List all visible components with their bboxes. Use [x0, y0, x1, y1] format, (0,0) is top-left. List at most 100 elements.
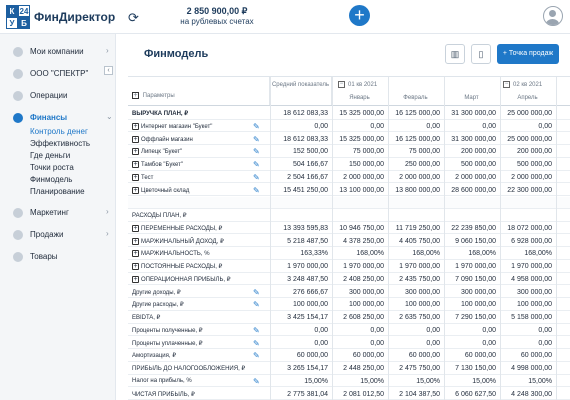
value-cell[interactable]: 0,00	[482, 326, 496, 334]
expand-row-icon[interactable]: +	[132, 135, 139, 143]
value-cell[interactable]: 0,00	[370, 326, 384, 334]
edit-pencil-icon[interactable]: ✎	[253, 338, 260, 348]
value-cell[interactable]: 6 060 627,50	[455, 390, 496, 398]
chart-view-button[interactable]: ▥	[445, 44, 465, 64]
expand-row-icon[interactable]: +	[132, 173, 139, 181]
edit-pencil-icon[interactable]: ✎	[253, 287, 260, 297]
value-cell[interactable]: 4 405 750,00	[399, 237, 440, 245]
q1-group-header[interactable]: −01 кв 2021	[338, 81, 377, 91]
value-cell[interactable]: 2 081 012,50	[343, 390, 384, 398]
value-cell[interactable]: 22 239 850,00	[451, 224, 496, 232]
value-cell[interactable]: 500 000,00	[460, 161, 496, 168]
value-cell[interactable]: 1 970 000,00	[455, 263, 496, 270]
value-cell[interactable]: 31 300 000,00	[451, 110, 496, 117]
value-cell[interactable]: 150 000,00	[348, 161, 384, 168]
value-cell[interactable]: 60 000,00	[352, 352, 384, 360]
value-cell[interactable]: 25 000 000,00	[507, 135, 552, 143]
value-cell[interactable]: 1 970 000,00	[511, 263, 552, 270]
value-cell[interactable]: 0,00	[370, 122, 384, 130]
value-cell[interactable]: 60 000,00	[408, 352, 440, 360]
value-cell[interactable]: 4 248 300,00	[511, 390, 552, 398]
edit-pencil-icon[interactable]: ✎	[253, 121, 260, 131]
q2-group-header[interactable]: −02 кв 2021	[503, 81, 542, 91]
edit-pencil-icon[interactable]: ✎	[253, 134, 260, 144]
edit-pencil-icon[interactable]: ✎	[253, 351, 260, 361]
value-cell[interactable]: 4 378 250,00	[343, 237, 384, 245]
value-cell[interactable]: 2 435 750,00	[399, 275, 440, 283]
value-cell[interactable]: 7 130 150,00	[455, 365, 496, 372]
value-cell[interactable]: 31 300 000,00	[451, 135, 496, 143]
expand-row-icon[interactable]: +	[132, 237, 139, 245]
value-cell[interactable]: 15,00%	[416, 377, 440, 385]
value-cell[interactable]: 25 000 000,00	[507, 110, 552, 117]
value-cell[interactable]: 2 608 250,00	[343, 314, 384, 321]
value-cell[interactable]: 2 000 000,00	[399, 173, 440, 181]
value-cell[interactable]: 2 000 000,00	[511, 173, 552, 181]
value-cell[interactable]: 1 970 000,00	[343, 263, 384, 270]
value-cell[interactable]: 2 000 000,00	[343, 173, 384, 181]
value-cell[interactable]: 4 998 000,00	[511, 365, 552, 372]
value-cell[interactable]: 0,00	[426, 339, 440, 347]
value-cell[interactable]: 0,00	[426, 122, 440, 130]
value-cell[interactable]: 2 408 250,00	[343, 275, 384, 283]
edit-pencil-icon[interactable]: ✎	[253, 185, 260, 195]
sidebar-subitem-money-control[interactable]: Контроль денег	[30, 127, 88, 136]
value-cell[interactable]: 200 000,00	[516, 148, 552, 156]
edit-pencil-icon[interactable]: ✎	[253, 376, 260, 386]
value-cell[interactable]: 13 100 000,00	[339, 186, 384, 194]
expand-row-icon[interactable]: +	[132, 148, 139, 156]
value-cell[interactable]: 75 000,00	[352, 148, 384, 156]
sidebar-subitem-planning[interactable]: Планирование	[30, 187, 85, 196]
value-cell[interactable]: 0,00	[482, 339, 496, 347]
value-cell[interactable]: 100 000,00	[348, 301, 384, 309]
value-cell[interactable]: 11 719 250,00	[395, 224, 440, 232]
expand-row-icon[interactable]: +	[132, 275, 139, 283]
value-cell[interactable]: 2 475 750,00	[399, 365, 440, 372]
value-cell[interactable]: 75 000,00	[408, 148, 440, 156]
value-cell[interactable]: 9 060 150,00	[455, 237, 496, 245]
edit-pencil-icon[interactable]: ✎	[253, 325, 260, 335]
sidebar-item-marketing[interactable]: Маркетинг ›	[0, 206, 116, 220]
value-cell[interactable]: 15 325 000,00	[339, 110, 384, 117]
value-cell[interactable]: 1 970 000,00	[399, 263, 440, 270]
sidebar-subitem-efficiency[interactable]: Эффективность	[30, 139, 91, 148]
value-cell[interactable]: 168,00%	[468, 250, 496, 258]
value-cell[interactable]: 18 072 000,00	[507, 224, 552, 232]
value-cell[interactable]: 15,00%	[360, 377, 384, 385]
edit-pencil-icon[interactable]: ✎	[253, 160, 260, 169]
value-cell[interactable]: 0,00	[482, 122, 496, 130]
value-cell[interactable]: 10 946 750,00	[339, 224, 384, 232]
value-cell[interactable]: 100 000,00	[516, 301, 552, 309]
collapse-sidebar-icon[interactable]: ‹	[104, 66, 113, 75]
expand-row-icon[interactable]: +	[132, 161, 139, 168]
edit-pencil-icon[interactable]: ✎	[253, 147, 260, 157]
value-cell[interactable]: 2 448 250,00	[343, 365, 384, 372]
expand-row-icon[interactable]: +	[132, 250, 139, 258]
value-cell[interactable]: 100 000,00	[460, 301, 496, 309]
collapse-q2-icon[interactable]: −	[503, 81, 510, 88]
value-cell[interactable]: 100 000,00	[404, 301, 440, 309]
value-cell[interactable]: 200 000,00	[460, 148, 496, 156]
sales-point-button[interactable]: + Точка продаж	[497, 44, 559, 64]
value-cell[interactable]: 0,00	[426, 326, 440, 334]
expand-row-icon[interactable]: +	[132, 224, 139, 232]
value-cell[interactable]: 15 325 000,00	[339, 135, 384, 143]
value-cell[interactable]: 0,00	[538, 339, 552, 347]
value-cell[interactable]: 300 000,00	[348, 288, 384, 296]
expand-row-icon[interactable]: +	[132, 122, 139, 130]
value-cell[interactable]: 15,00%	[528, 377, 552, 385]
value-cell[interactable]: 168,00%	[412, 250, 440, 258]
company-logo[interactable]: К 24 У Б	[6, 5, 30, 29]
value-cell[interactable]: 28 600 000,00	[451, 186, 496, 194]
value-cell[interactable]: 16 125 000,00	[395, 110, 440, 117]
expand-all-icon[interactable]: +	[132, 92, 139, 99]
value-cell[interactable]: 60 000,00	[464, 352, 496, 360]
value-cell[interactable]: 0,00	[538, 122, 552, 130]
value-cell[interactable]: 500 000,00	[516, 161, 552, 168]
value-cell[interactable]: 7 290 150,00	[455, 314, 496, 321]
sidebar-subitem-finmodel[interactable]: Финмодель	[30, 175, 73, 184]
value-cell[interactable]: 7 090 150,00	[455, 275, 496, 283]
balance-widget[interactable]: ⟳ 2 850 900,00 ₽ на рублевых счетах	[128, 6, 288, 30]
sidebar-item-sales[interactable]: Продажи ›	[0, 228, 116, 242]
expand-row-icon[interactable]: +	[132, 186, 139, 194]
